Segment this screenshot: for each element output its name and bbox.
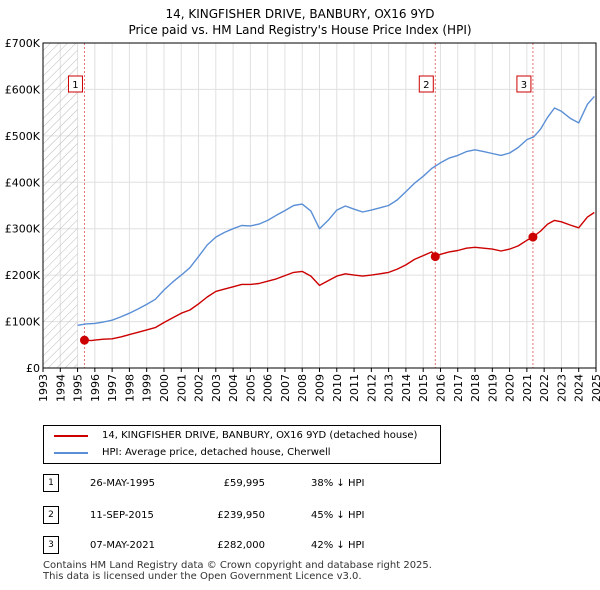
x-tick-label: 1998 <box>123 374 136 402</box>
sale-number-badge: 2 <box>43 506 59 524</box>
price-chart: 1 2 3 £0 £100K £200K £300K £400K £500K £600K £700… <box>5 37 600 402</box>
sale-point <box>430 252 440 262</box>
legend-swatch-property <box>54 435 88 437</box>
axes-frame <box>42 42 597 369</box>
x-tick-label: 1993 <box>37 374 50 402</box>
x-tick-label: 2007 <box>279 374 292 402</box>
chart-title-block: 14, KINGFISHER DRIVE, BANBURY, OX16 9YD … <box>0 6 600 38</box>
x-tick-label: 2005 <box>244 374 257 402</box>
x-tick-label: 2010 <box>331 374 344 402</box>
sale-hpi-diff: 42% ↓ HPI <box>311 540 365 551</box>
footer-licence: This data is licensed under the Open Gov… <box>43 571 362 582</box>
x-tick-label: 2011 <box>348 374 361 402</box>
x-tick-label: 2009 <box>314 374 327 402</box>
x-tick-label: 2013 <box>383 374 396 402</box>
x-tick-label: 2012 <box>365 374 378 402</box>
y-tick-label: £100K <box>5 316 41 329</box>
sale-number-badge: 1 <box>43 474 59 492</box>
x-tick-label: 2000 <box>158 374 171 402</box>
x-tick-label: 2003 <box>210 374 223 402</box>
x-tick-label: 2006 <box>262 374 275 402</box>
x-tick-label: 2014 <box>400 374 413 402</box>
y-tick-label: £400K <box>5 176 41 189</box>
sale-price: £59,995 <box>223 478 265 489</box>
sale-point <box>79 335 89 345</box>
legend: 14, KINGFISHER DRIVE, BANBURY, OX16 9YD … <box>43 425 441 464</box>
x-tick-label: 2023 <box>555 374 568 402</box>
legend-swatch-hpi <box>54 452 88 454</box>
x-tick-label: 1997 <box>106 374 119 402</box>
sale-date: 11-SEP-2015 <box>90 510 154 521</box>
series-lines <box>77 95 595 342</box>
pre-data-hatch <box>43 43 78 368</box>
sale-label: 3 <box>521 80 527 91</box>
x-tick-label: 2025 <box>590 374 600 402</box>
sale-label: 1 <box>72 80 78 91</box>
hatched-region <box>43 43 78 368</box>
legend-label-property: 14, KINGFISHER DRIVE, BANBURY, OX16 9YD … <box>102 430 418 441</box>
x-tick-label: 2016 <box>434 374 447 402</box>
sale-price: £239,950 <box>217 510 265 521</box>
sale-label: 2 <box>423 80 429 91</box>
sale-label-box <box>67 75 83 93</box>
x-tick-label: 2017 <box>452 374 465 402</box>
x-tick-label: 1999 <box>141 374 154 402</box>
x-tick-label: 2022 <box>538 374 551 402</box>
sale-date: 07-MAY-2021 <box>90 540 156 551</box>
y-tick-label: £200K <box>5 269 41 282</box>
x-tick-label: 1995 <box>72 374 85 402</box>
chart-subtitle: Price paid vs. HM Land Registry's House … <box>128 23 472 37</box>
y-tick-label: £300K <box>5 223 41 236</box>
axes: £0 £100K £200K £300K £400K £500K £600K £700K 199… <box>5 37 600 402</box>
sale-price: £282,000 <box>217 540 265 551</box>
sale-hpi-diff: 45% ↓ HPI <box>311 510 365 521</box>
x-tick-label: 2018 <box>469 374 482 402</box>
x-tick-label: 2008 <box>296 374 309 402</box>
hpi-line <box>77 95 595 326</box>
footer: Contains HM Land Registry data © Crown c… <box>43 560 432 582</box>
grid <box>42 42 597 369</box>
x-tick-label: 2015 <box>417 374 430 402</box>
x-tick-label: 2019 <box>486 374 499 402</box>
legend-label-hpi: HPI: Average price, detached house, Cher… <box>102 447 331 458</box>
x-tick-label: 2020 <box>504 374 517 402</box>
sale-date: 26-MAY-1995 <box>90 478 156 489</box>
x-tick-label: 2004 <box>227 374 240 402</box>
chart-title: 14, KINGFISHER DRIVE, BANBURY, OX16 9YD <box>165 7 435 21</box>
y-tick-label: £500K <box>5 130 41 143</box>
y-tick-label: £0 <box>26 362 40 375</box>
sale-point <box>528 232 538 242</box>
sale-labels: 1 2 3 <box>67 75 532 93</box>
y-tick-label: £700K <box>5 37 41 50</box>
property-price-line <box>84 211 595 342</box>
y-tick-label: £600K <box>5 83 41 96</box>
x-tick-label: 1994 <box>54 374 67 402</box>
sale-hpi-diff: 38% ↓ HPI <box>311 478 365 489</box>
sale-label-box <box>516 75 532 93</box>
x-tick-label: 1996 <box>89 374 102 402</box>
sale-label-box <box>418 75 434 93</box>
x-tick-label: 2021 <box>521 374 534 402</box>
x-tick-label: 2001 <box>175 374 188 402</box>
footer-copyright: Contains HM Land Registry data © Crown c… <box>43 560 432 571</box>
x-tick-label: 2024 <box>573 374 586 402</box>
sale-number-badge: 3 <box>43 536 59 554</box>
sale-points <box>79 232 538 345</box>
x-tick-label: 2002 <box>193 374 206 402</box>
